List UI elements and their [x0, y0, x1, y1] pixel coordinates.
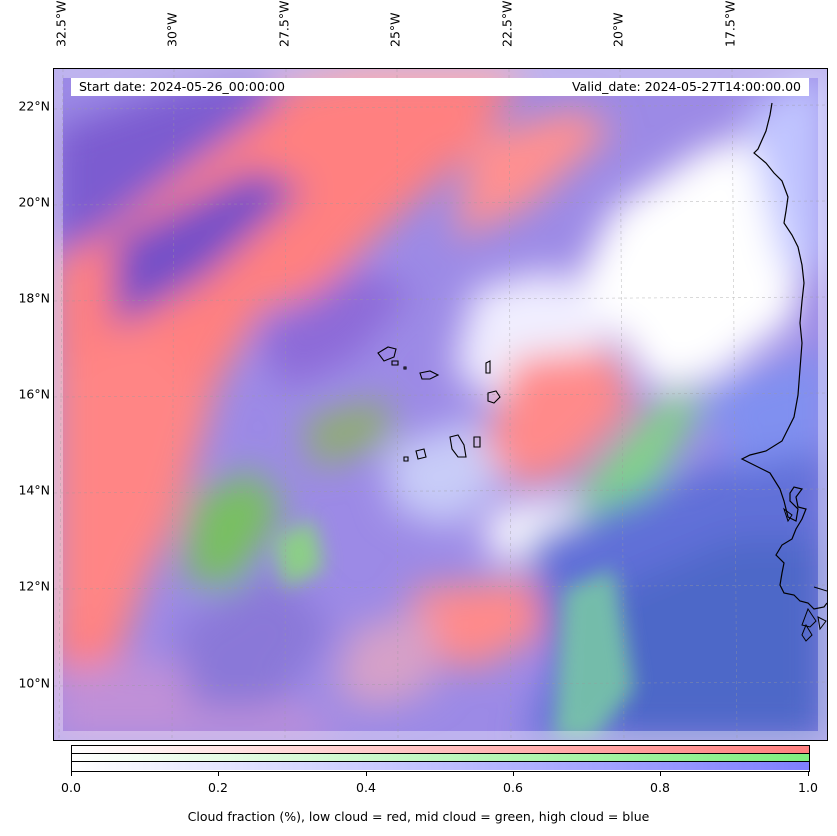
date-info-box: Start date: 2024-05-26_00:00:00 Valid_da…: [71, 78, 809, 96]
island-sao-nicolau: [419, 370, 440, 380]
start-date-label: Start date: 2024-05-26_00:00:00: [79, 79, 285, 94]
africa-coastline: [740, 102, 827, 610]
lat-label-14n: 14°N: [18, 482, 50, 498]
colorbar-tick-label: 0.4: [356, 780, 376, 795]
island-boa-vista: [487, 390, 501, 404]
lat-label-16n: 16°N: [18, 386, 50, 402]
lat-label-12n: 12°N: [18, 578, 50, 594]
valid-date-label: Valid_date: 2024-05-27T14:00:00.00: [571, 79, 801, 94]
lat-label-20n: 20°N: [18, 194, 50, 210]
lon-label-25w: 25°W: [387, 12, 403, 47]
colorbar-tick-label: 0.8: [650, 780, 670, 795]
colorbar-low-cloud: [72, 746, 809, 754]
colorbar-tickmark: [808, 771, 809, 776]
colorbar-tick-label: 1.0: [798, 780, 818, 795]
lat-label-22n: 22°N: [18, 98, 50, 114]
colorbar-title: Cloud fraction (%), low cloud = red, mid…: [187, 809, 650, 824]
colorbar-tickmark: [366, 771, 367, 776]
lat-label-18n: 18°N: [18, 290, 50, 306]
colorbar-tickmark: [513, 771, 514, 776]
colorbar-tick-label: 0.0: [61, 780, 81, 795]
cloud-map-graphic: [54, 69, 827, 740]
colorbar-tick-label: 0.6: [503, 780, 523, 795]
island-sal: [485, 360, 491, 374]
island-santiago: [449, 434, 467, 458]
island-fogo: [415, 448, 427, 460]
lon-label-20w: 20°W: [610, 12, 626, 47]
colorbar-tickmark: [71, 771, 72, 776]
lon-label-32.5w: 32.5°W: [53, 0, 69, 47]
lon-label-22.5w: 22.5°W: [499, 0, 515, 47]
colorbar-tickmark: [660, 771, 661, 776]
colorbar-high-cloud: [72, 762, 809, 770]
colorbar-tickmark: [218, 771, 219, 776]
colorbar-tick-label: 0.2: [208, 780, 228, 795]
island-santo-antao: [377, 346, 397, 362]
lon-label-17.5w: 17.5°W: [722, 0, 738, 47]
lon-label-27.5w: 27.5°W: [276, 0, 292, 47]
island-brava: [403, 456, 409, 462]
lon-label-30w: 30°W: [164, 12, 180, 47]
colorbar-mid-cloud: [72, 754, 809, 762]
lat-label-10n: 10°N: [18, 675, 50, 691]
island-maio: [473, 436, 481, 448]
colorbar-stack: [71, 745, 810, 772]
cloud-fraction-map[interactable]: Start date: 2024-05-26_00:00:00 Valid_da…: [53, 68, 828, 741]
island-sao-vicente: [391, 360, 399, 366]
